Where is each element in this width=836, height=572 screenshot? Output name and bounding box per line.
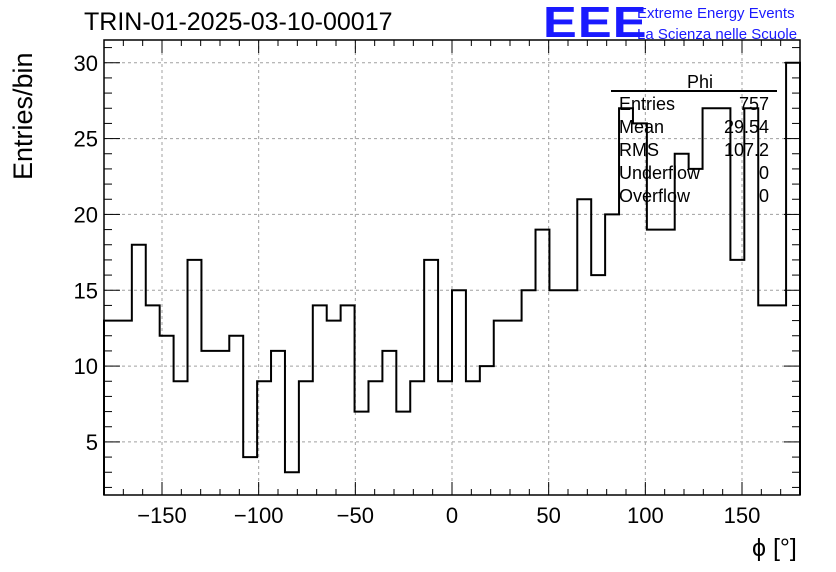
histogram-bin [410,381,424,495]
histogram-bin [549,290,563,495]
histogram-bin [605,214,619,495]
histogram-bin [730,260,744,495]
x-tick-label: 100 [627,503,664,528]
histogram-bin [104,321,118,495]
histogram-outline [103,61,801,495]
histogram-bin [480,366,494,495]
histogram-bin [703,108,717,495]
histogram-bin [758,305,772,495]
histogram-bin [536,230,550,495]
y-tick-label: 20 [74,202,98,227]
histogram-bin [132,245,146,495]
histogram-bin [341,305,355,495]
axes: −150 −100 −50 0 50 100 150 5 10 15 20 25 30 [74,39,801,528]
stats-value: 29.54 [724,117,769,137]
stats-box: Phi Entries 757 Mean 29.54 RMS 107.2 Underflow 0… [611,72,777,206]
brand-line-1: Extreme Energy Events [637,5,795,22]
histogram-bin [522,290,536,495]
brand-line-2: La Scienza nelle Scuole [637,26,798,43]
histogram-bin [577,199,591,495]
histogram-bin [716,108,730,495]
histogram-bin [772,305,786,495]
brand-text: Extreme Energy Events La Scienza nelle S… [637,3,797,45]
histogram-bin [563,290,577,495]
y-tick-label: 15 [74,278,98,303]
eee-logo: EEE [543,0,648,47]
histogram-bin [396,412,410,495]
stats-value: 757 [739,94,769,114]
stats-value: 0 [759,163,769,183]
histogram-bin [689,169,703,495]
histogram-bin [188,260,202,495]
histogram-bin [299,381,313,495]
x-tick-label: −100 [234,503,284,528]
histogram-bin [243,457,257,495]
plot-title: TRIN-01-2025-03-10-00017 [84,8,393,36]
y-tick-label: 10 [74,354,98,379]
stats-label: Underflow [619,163,701,183]
x-tick-label: −150 [137,503,187,528]
histogram-bin [466,381,480,495]
histogram-bin [160,336,174,495]
stats-label: Entries [619,94,675,114]
histogram-bin [118,321,132,495]
histogram-bin [661,230,675,495]
histogram-bin [438,381,452,495]
stats-label: Mean [619,117,664,137]
histogram-bin [368,381,382,495]
histogram-bin [215,351,229,495]
histogram-bin [452,290,466,495]
histogram-bin [146,305,160,495]
x-tick-label: 50 [536,503,560,528]
histogram-bin [744,108,758,495]
stats-value: 0 [759,186,769,206]
stats-name: Phi [687,72,713,92]
x-axis-label: ϕ [°] [752,534,797,562]
histogram-bin [355,412,369,495]
histogram-bin [285,472,299,495]
histogram-bin [591,275,605,495]
stats-value: 107.2 [724,140,769,160]
y-tick-label: 5 [86,430,98,455]
histogram [103,61,801,495]
histogram-bin [494,321,508,495]
histogram-bin [174,381,188,495]
x-tick-label: 150 [724,503,761,528]
stats-label: RMS [619,140,659,160]
histogram-bin [313,305,327,495]
y-tick-label: 30 [74,51,98,76]
histogram-bin [271,351,285,495]
x-tick-label: −50 [337,503,374,528]
histogram-bin [257,381,271,495]
histogram-bin [508,321,522,495]
histogram-bin [424,260,438,495]
stats-label: Overflow [619,186,691,206]
histogram-bin [327,321,341,495]
histogram-bin [647,230,661,495]
histogram-bin [786,63,800,495]
y-tick-label: 25 [74,127,98,152]
x-tick-label: 0 [446,503,458,528]
histogram-bin [201,351,215,495]
histogram-bin [229,336,243,495]
histogram-bin [382,351,396,495]
